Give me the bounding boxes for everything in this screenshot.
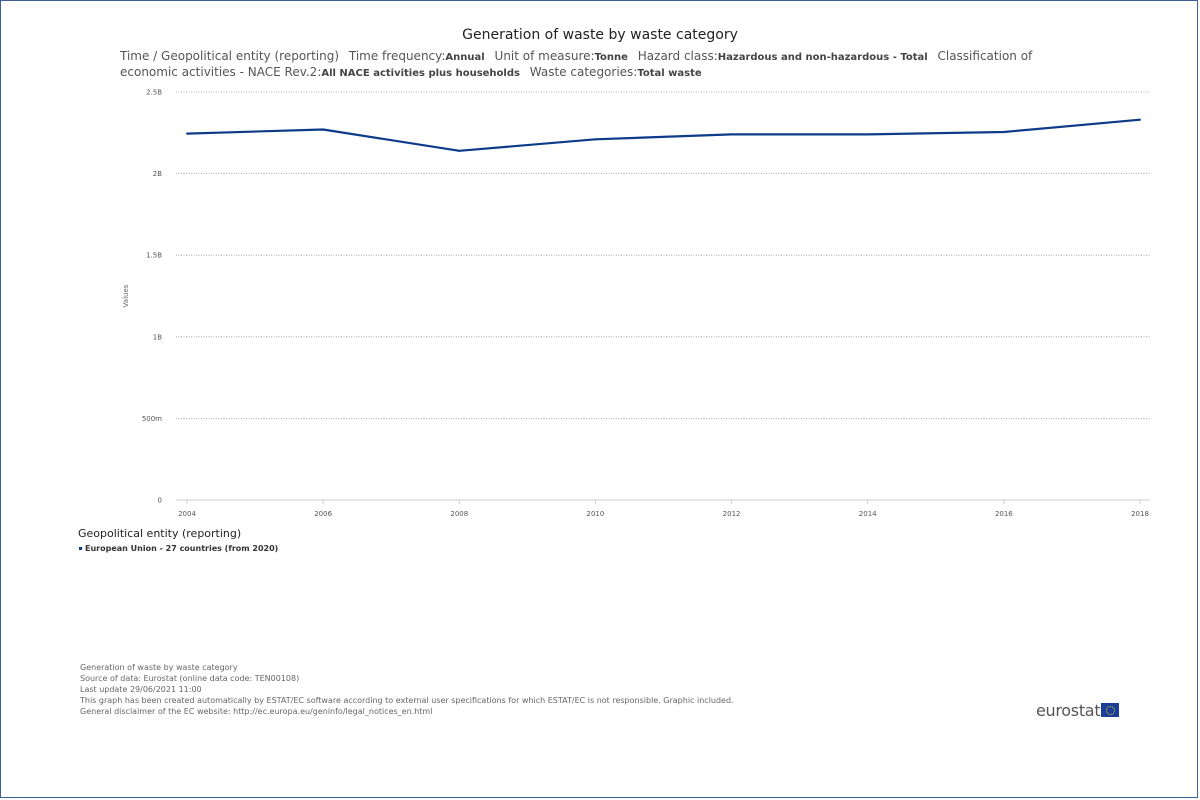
- data-point: [186, 132, 188, 135]
- legend-item[interactable]: European Union - 27 countries (from 2020…: [79, 544, 278, 553]
- x-tick-label: 2006: [314, 510, 332, 518]
- x-tick-label: 2016: [995, 510, 1013, 518]
- x-tick-label: 2008: [450, 510, 468, 518]
- y-tick-label: 1B: [153, 333, 162, 341]
- eu-flag-icon: [1101, 703, 1120, 717]
- footer-line: This graph has been created automaticall…: [80, 696, 734, 705]
- data-point: [1002, 130, 1005, 133]
- legend-label: European Union - 27 countries (from 2020…: [85, 544, 279, 553]
- y-tick-label: 0: [158, 497, 162, 505]
- y-tick-label: 2.5B: [146, 89, 162, 97]
- subtitle-segment: Waste categories:Total waste: [529, 65, 702, 79]
- x-tick-label: 2014: [859, 510, 877, 518]
- footer-line: Last update 29/06/2021 11:00: [80, 685, 202, 694]
- footer-line: General disclaimer of the EC website: ht…: [80, 707, 433, 716]
- y-tick-label: 1.5B: [146, 252, 162, 260]
- series-layer: [186, 118, 1141, 152]
- logo-text: eurostat: [1036, 701, 1101, 720]
- chart-subtitle: Time / Geopolitical entity (reporting) T…: [120, 49, 1080, 81]
- subtitle-segment: Time frequency:Annual: [348, 49, 485, 63]
- y-tick-label: 2B: [153, 170, 162, 178]
- footer-line: Generation of waste by waste category: [80, 663, 238, 672]
- footer-notes: Generation of waste by waste category So…: [80, 662, 734, 717]
- chart-title: Generation of waste by waste category: [462, 27, 738, 43]
- x-tick-label: 2004: [178, 510, 196, 518]
- x-tick-label: 2010: [587, 510, 605, 518]
- x-tick-label: 2012: [723, 510, 741, 518]
- data-point: [458, 149, 461, 152]
- y-tick-label: 500m: [142, 415, 162, 423]
- legend-title: Geopolitical entity (reporting): [78, 527, 242, 540]
- axes: 0 500m 1B 1.5B 2B 2.5B 2004 2006 2008 2010 2012 201…: [142, 89, 1149, 519]
- data-point: [1139, 118, 1141, 121]
- eurostat-logo: eurostat: [1036, 701, 1120, 720]
- subtitle-segment: Hazard class:Hazardous and non-hazardous…: [637, 49, 928, 63]
- footer-line: Source of data: Eurostat (online data co…: [80, 674, 300, 683]
- data-point: [866, 133, 869, 136]
- legend-swatch: [79, 547, 82, 550]
- subtitle-segment: Unit of measure:Tonne: [494, 49, 628, 63]
- data-point: [594, 138, 597, 141]
- series-line: [186, 118, 1141, 152]
- subtitle-segment: Time / Geopolitical entity (reporting): [120, 49, 340, 63]
- data-point: [730, 133, 733, 136]
- data-point: [322, 128, 325, 131]
- gridlines: [176, 91, 1150, 501]
- x-tick-label: 2018: [1131, 510, 1149, 518]
- y-axis-label: Values: [122, 284, 130, 307]
- subtitle-segment: Classification of economic activities - …: [120, 49, 1033, 79]
